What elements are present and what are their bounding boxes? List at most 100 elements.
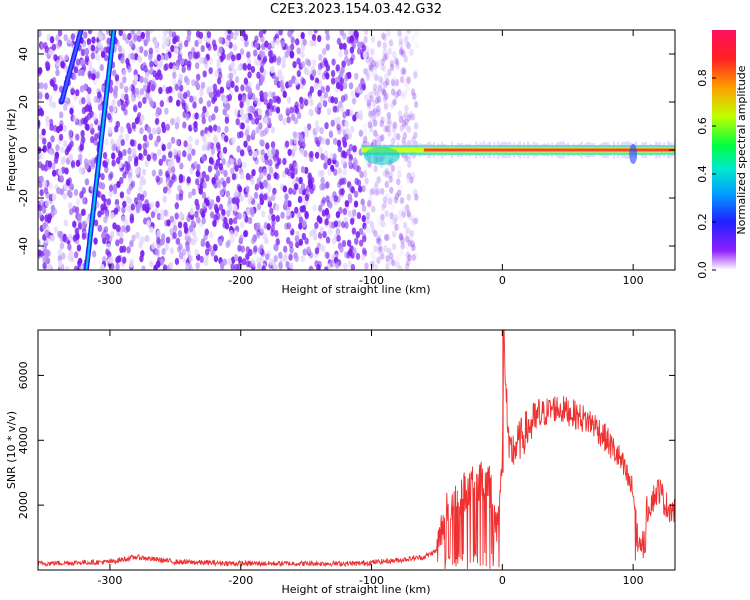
noise-mark: [389, 253, 393, 260]
noise-mark: [195, 178, 199, 185]
noise-mark: [234, 109, 238, 116]
noise-mark: [119, 82, 123, 89]
noise-mark: [119, 237, 123, 244]
noise-mark: [401, 67, 405, 74]
noise-mark: [44, 230, 48, 237]
noise-mark: [152, 127, 156, 134]
noise-mark: [282, 158, 286, 165]
noise-mark: [343, 82, 347, 89]
noise-mark: [104, 161, 108, 168]
noise-mark: [219, 163, 223, 170]
noise-mark: [71, 33, 75, 40]
noise-mark: [356, 253, 360, 260]
noise-mark: [275, 173, 279, 180]
noise-mark: [218, 239, 222, 246]
noise-mark: [214, 255, 218, 262]
noise-mark: [77, 260, 81, 267]
noise-mark: [161, 144, 165, 151]
noise-mark: [126, 225, 130, 232]
noise-mark: [258, 166, 262, 173]
noise-mark: [274, 255, 278, 262]
noise-mark: [201, 82, 205, 89]
noise-mark: [400, 249, 404, 256]
noise-mark: [108, 127, 112, 134]
noise-mark: [325, 181, 329, 188]
noise-mark: [242, 162, 246, 169]
noise-mark: [122, 69, 126, 76]
noise-mark: [215, 70, 219, 77]
noise-mark: [387, 48, 391, 55]
noise-mark: [117, 225, 121, 232]
noise-mark: [122, 171, 126, 178]
noise-mark: [302, 221, 306, 228]
noise-mark: [130, 95, 134, 102]
noise-mark: [301, 183, 305, 190]
noise-mark: [149, 133, 153, 140]
noise-mark: [137, 193, 141, 200]
noise-mark: [113, 88, 117, 95]
noise-mark: [375, 90, 379, 97]
chart-canvas: -300 -200 -100 0 100 -40-2002040 Height of s…: [0, 0, 750, 600]
noise-mark: [154, 40, 158, 47]
noise-mark: [141, 32, 145, 39]
noise-mark: [271, 147, 275, 154]
noise-mark: [44, 187, 48, 194]
noise-mark: [260, 140, 264, 147]
noise-mark: [323, 162, 327, 169]
noise-mark: [187, 236, 191, 243]
noise-mark: [357, 41, 361, 48]
noise-mark: [409, 49, 413, 56]
noise-mark: [74, 189, 78, 196]
noise-mark: [266, 223, 270, 230]
noise-mark: [394, 197, 398, 204]
noise-mark: [296, 47, 300, 54]
noise-mark: [206, 130, 210, 137]
noise-mark: [183, 140, 187, 147]
noise-mark: [184, 226, 188, 233]
noise-mark: [53, 125, 57, 132]
noise-mark: [299, 97, 303, 104]
noise-mark: [318, 101, 322, 108]
noise-mark: [263, 193, 267, 200]
noise-mark: [87, 87, 91, 94]
noise-mark: [40, 199, 44, 206]
noise-mark: [119, 133, 123, 140]
noise-mark: [91, 52, 95, 59]
noise-mark: [276, 238, 280, 245]
noise-mark: [382, 89, 386, 96]
noise-mark: [294, 183, 298, 190]
noise-mark: [208, 67, 212, 74]
noise-mark: [162, 126, 166, 133]
noise-mark: [377, 40, 381, 47]
noise-mark: [170, 247, 174, 254]
noise-mark: [145, 235, 149, 242]
noise-mark: [407, 210, 411, 217]
noise-mark: [53, 84, 57, 91]
noise-mark: [209, 157, 213, 164]
noise-mark: [118, 45, 122, 52]
colorbar-tick-label: 0.2: [696, 213, 709, 231]
noise-mark: [293, 131, 297, 138]
noise-mark: [117, 100, 121, 107]
noise-mark: [411, 113, 415, 120]
noise-mark: [289, 241, 293, 248]
noise-mark: [42, 207, 46, 214]
noise-mark: [282, 118, 286, 125]
noise-mark: [223, 97, 227, 104]
noise-mark: [320, 177, 324, 184]
noise-mark: [193, 51, 197, 58]
noise-mark: [389, 39, 393, 46]
noise-mark: [310, 39, 314, 46]
noise-mark: [182, 150, 186, 157]
noise-mark: [239, 122, 243, 129]
noise-mark: [85, 162, 89, 169]
noise-mark: [182, 249, 186, 256]
noise-mark: [164, 108, 168, 115]
noise-mark: [364, 94, 368, 101]
noise-mark: [319, 127, 323, 134]
noise-mark: [153, 155, 157, 162]
noise-mark: [223, 170, 227, 177]
noise-mark: [242, 63, 246, 70]
noise-mark: [369, 221, 373, 228]
noise-mark: [404, 105, 408, 112]
